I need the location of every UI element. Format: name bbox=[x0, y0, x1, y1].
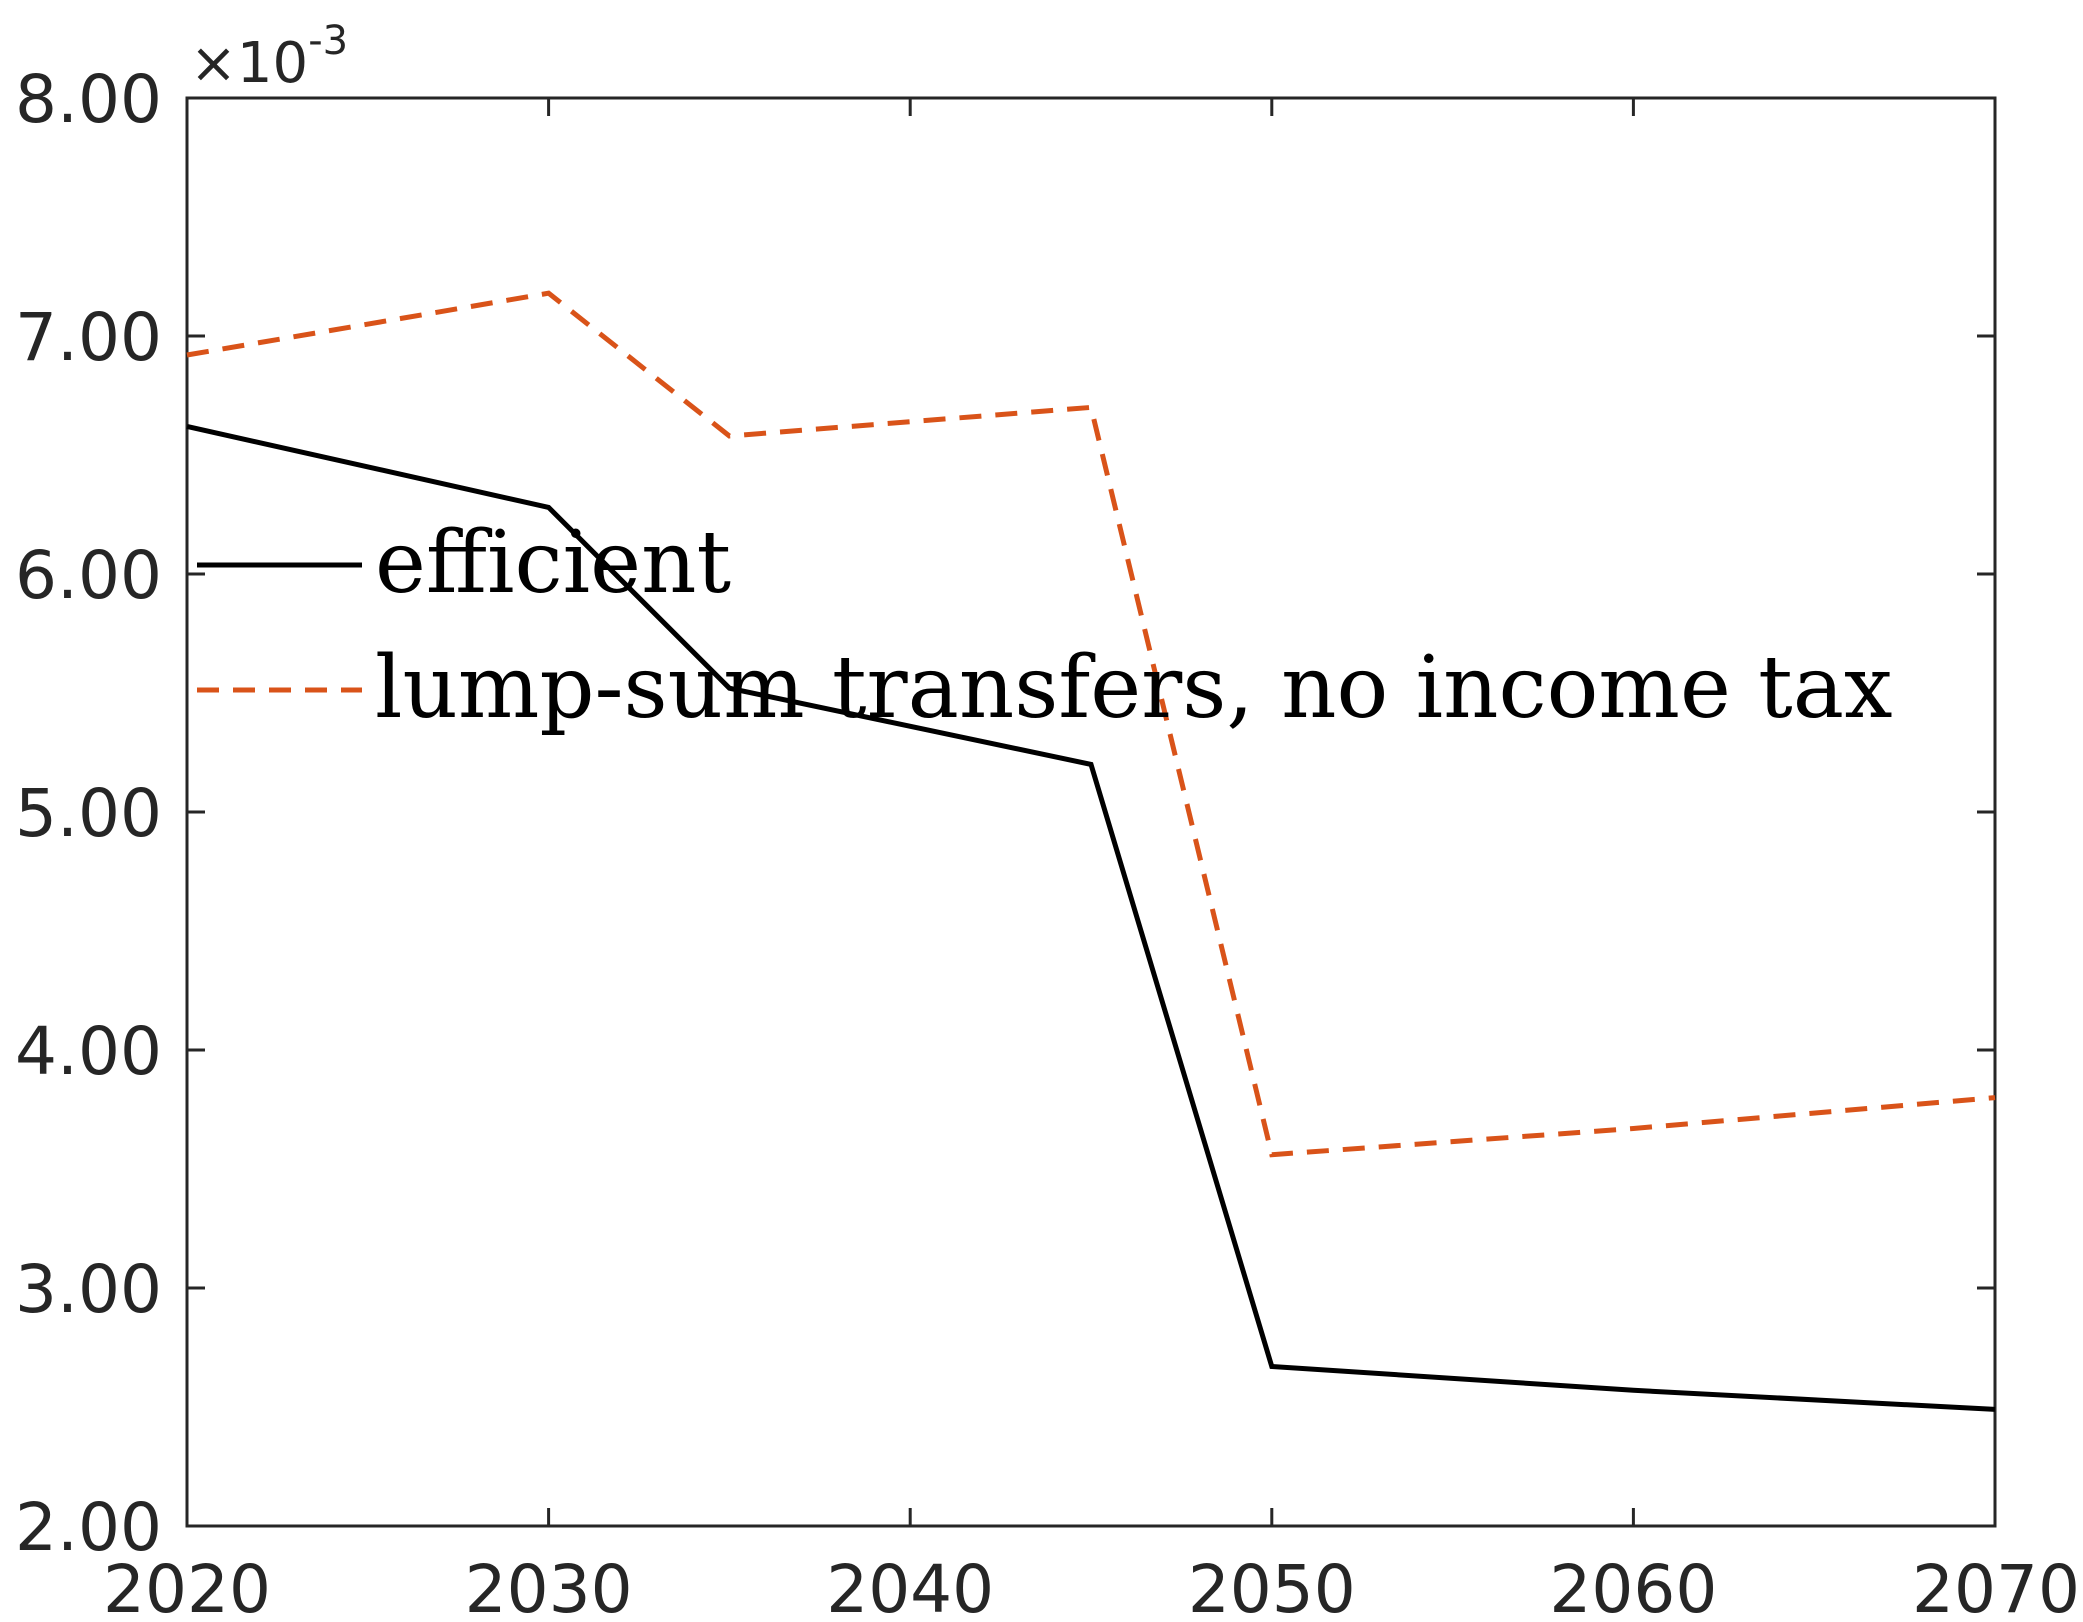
x-tick-label-5: 2070 bbox=[1912, 1551, 2080, 1622]
series-line-1 bbox=[186, 290, 1996, 1158]
plot-frame bbox=[185, 96, 1997, 1528]
plot-area bbox=[185, 96, 1997, 1528]
y-axis-tick-labels: 2.00 3.00 4.00 5.00 6.00 7.00 8.00 bbox=[15, 61, 162, 1566]
x-tick-label-4: 2060 bbox=[1549, 1551, 1717, 1622]
x-tick-label-2: 2040 bbox=[826, 1551, 994, 1622]
y-tick-label-0: 2.00 bbox=[15, 1489, 162, 1566]
legend: efficient lump-sum transfers, no income t… bbox=[197, 513, 1893, 738]
legend-label-1: lump-sum transfers, no income tax bbox=[375, 638, 1893, 738]
y-multiplier-exponent: -3 bbox=[308, 18, 348, 64]
series-layer bbox=[186, 290, 1996, 1412]
legend-label-0: efficient bbox=[375, 513, 731, 613]
y-axis-multiplier: ×10-3 bbox=[190, 18, 348, 96]
axis-ticks bbox=[185, 96, 1997, 1528]
x-tick-label-0: 2020 bbox=[103, 1551, 271, 1622]
x-tick-label-3: 2050 bbox=[1188, 1551, 1356, 1622]
y-tick-label-5: 7.00 bbox=[15, 299, 162, 376]
y-tick-label-2: 4.00 bbox=[15, 1013, 162, 1090]
y-tick-label-1: 3.00 bbox=[15, 1251, 162, 1328]
y-tick-label-3: 5.00 bbox=[15, 775, 162, 852]
svg-text:×10-3: ×10-3 bbox=[190, 18, 348, 96]
y-tick-label-6: 8.00 bbox=[15, 61, 162, 138]
x-tick-label-1: 2030 bbox=[465, 1551, 633, 1622]
y-tick-label-4: 6.00 bbox=[15, 537, 162, 614]
y-multiplier-base: ×10 bbox=[190, 31, 308, 96]
x-axis-tick-labels: 2020 2030 2040 2050 2060 2070 bbox=[103, 1551, 2080, 1622]
series-line-0 bbox=[186, 423, 1996, 1412]
